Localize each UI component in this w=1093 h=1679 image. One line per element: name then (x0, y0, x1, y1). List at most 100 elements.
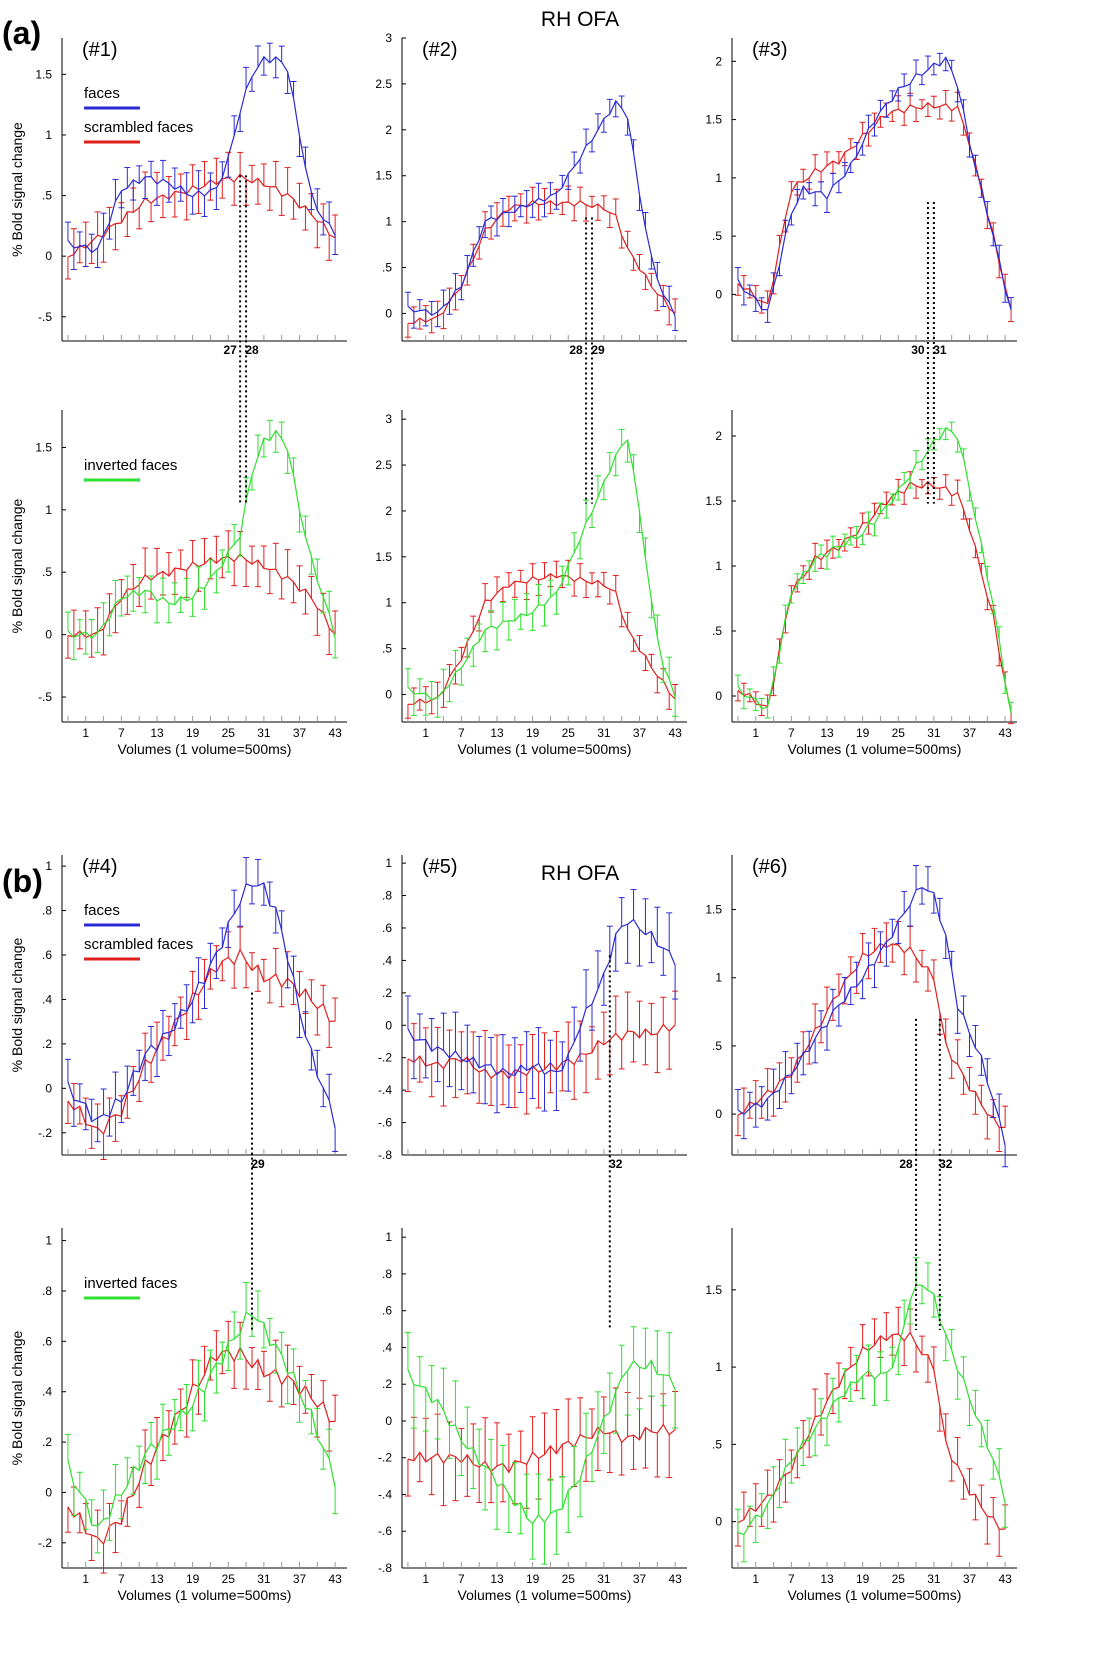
legend-entry: faces (84, 902, 120, 919)
y-tick-label: 1.5 (375, 169, 392, 183)
x-tick-label: 25 (222, 1572, 236, 1586)
x-tick-label: 43 (668, 1572, 682, 1586)
x-tick-label: 37 (293, 1572, 307, 1586)
plots-layer: -.50.511.5% Bold signal change(#1)facess… (9, 31, 1017, 1603)
y-tick-label: 0 (715, 689, 722, 703)
series-scrambled-faces (64, 530, 339, 659)
x-axis-label: Volumes (1 volume=500ms) (458, 1587, 632, 1603)
series-faces (404, 95, 679, 332)
x-tick-label: 13 (150, 1572, 164, 1586)
series-scrambled-faces (64, 926, 339, 1160)
y-tick-label: 3 (385, 412, 392, 426)
marker-label: 28 (569, 343, 583, 357)
y-tick-label: 2 (715, 429, 722, 443)
x-axis-label: Volumes (1 volume=500ms) (118, 741, 292, 757)
marker-label: 31 (933, 343, 947, 357)
x-tick-label: 1 (82, 726, 89, 740)
x-tick-label: 13 (490, 1572, 504, 1586)
x-tick-label: 19 (186, 1572, 200, 1586)
y-tick-label: 0 (385, 687, 392, 701)
x-tick-label: 7 (788, 726, 795, 740)
y-tick-label: 2.5 (375, 77, 392, 91)
series-scrambled-faces (734, 921, 1009, 1153)
x-tick-label: 37 (293, 726, 307, 740)
y-tick-label: -.8 (378, 1561, 392, 1575)
y-tick-label: .5 (712, 1039, 722, 1053)
y-tick-label: -.2 (378, 1451, 392, 1465)
series-line (67, 55, 336, 254)
y-tick-label: -.2 (38, 1536, 52, 1550)
x-tick-label: 13 (820, 726, 834, 740)
panel-tag: (#1) (82, 39, 118, 61)
y-tick-label: 1 (45, 859, 52, 873)
series-line (407, 1023, 676, 1080)
series-scrambled-faces (404, 990, 679, 1115)
chart-b-top-2: -.8 -.6 -.4 -.2 0 .2 .4 .6 .8 1 (#5) (378, 855, 687, 1162)
series-inverted-faces (734, 1257, 1009, 1563)
section-b-title: RH OFA (541, 862, 619, 885)
y-tick-label: -.2 (378, 1051, 392, 1065)
y-tick-label: 2 (385, 123, 392, 137)
x-tick-label: 25 (562, 1572, 576, 1586)
series-line (737, 942, 1006, 1129)
chart-b-top-3: 0 .5 1 1.5 (#6) (705, 855, 1017, 1168)
x-tick-label: 25 (892, 726, 906, 740)
y-tick-label: .8 (42, 1284, 52, 1298)
x-tick-label: 43 (998, 1572, 1012, 1586)
y-tick-label: -.4 (378, 1083, 392, 1097)
chart-a-bot-1: -.5 0 .5 1 1.5 1 7 13 19 25 31 37 43 % Bold signal ch… (9, 410, 347, 757)
series-line (407, 918, 676, 1077)
series-inverted-faces (64, 419, 339, 661)
y-tick-label: .5 (712, 1437, 722, 1451)
section-a-letter: (a) (2, 15, 41, 51)
series-scrambled-faces (404, 559, 679, 719)
x-tick-label: 13 (150, 726, 164, 740)
y-tick-label: 1 (715, 171, 722, 185)
y-tick-label: .6 (42, 1334, 52, 1348)
series-scrambled-faces (404, 185, 679, 338)
marker-label: 29 (591, 343, 605, 357)
chart-b-bot-3: 0 .5 1 1.5 1 7 13 19 25 31 37 43 Volumes (1 volume=5… (705, 1228, 1017, 1603)
series-line (737, 56, 1012, 311)
series-line (67, 882, 336, 1129)
panel-tag: (#2) (422, 39, 458, 61)
y-tick-label: 0 (385, 1414, 392, 1428)
marker-label: 28 (899, 1157, 913, 1171)
x-tick-label: 31 (597, 1572, 611, 1586)
y-tick-label: -.5 (38, 310, 52, 324)
x-tick-label: 31 (927, 726, 941, 740)
marker-label: 30 (911, 343, 925, 357)
y-tick-label: .4 (382, 953, 392, 967)
y-tick-label: .8 (382, 1267, 392, 1281)
x-tick-label: 31 (257, 726, 271, 740)
y-tick-label: .8 (42, 904, 52, 918)
x-tick-label: 43 (328, 726, 342, 740)
series-faces (64, 857, 339, 1152)
series-scrambled-faces (734, 471, 1015, 725)
legend-entry: faces (84, 85, 120, 102)
series-line (407, 199, 676, 324)
y-axis-label: % Bold signal change (9, 937, 25, 1072)
y-tick-label: 1.5 (705, 494, 722, 508)
x-tick-label: 19 (526, 1572, 540, 1586)
x-tick-label: 37 (963, 1572, 977, 1586)
y-tick-label: .2 (42, 1435, 52, 1449)
panel-tag: (#5) (422, 856, 458, 878)
x-tick-label: 37 (633, 1572, 647, 1586)
y-tick-label: .2 (382, 986, 392, 1000)
y-tick-label: 1 (715, 559, 722, 573)
y-tick-label: .5 (382, 261, 392, 275)
panel-tag: (#3) (752, 39, 788, 61)
y-tick-label: .5 (42, 565, 52, 579)
chart-b-bot-2: -.8 -.6 -.4 -.2 0 .2 .4 .6 .8 1 1 7 13 19 25 31 37 43 Volu… (378, 1228, 687, 1603)
y-axis-label: % Bold signal change (9, 122, 25, 257)
x-tick-label: 31 (927, 1572, 941, 1586)
y-tick-label: 1 (715, 971, 722, 985)
series-line (67, 1311, 336, 1527)
x-tick-label: 1 (82, 1572, 89, 1586)
y-tick-label: 0 (385, 1018, 392, 1032)
series-line (737, 1284, 1006, 1536)
x-tick-label: 7 (458, 1572, 465, 1586)
series-line (407, 573, 676, 705)
